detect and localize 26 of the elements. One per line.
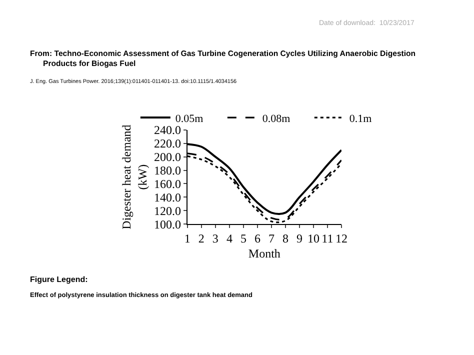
x-tick-label: 1 [184,231,190,246]
legend-label: 0.05m [175,112,204,125]
x-tick-label: 5 [240,231,246,246]
x-tick-label: 7 [268,231,274,246]
x-tick-label: 4 [226,231,232,246]
y-tick-label: 200.0 [154,150,182,164]
x-tick-label: 6 [254,231,260,246]
y-tick-label: 100.0 [154,217,182,232]
y-tick-label: 180.0 [154,163,182,178]
x-tick-label: 8 [282,231,288,246]
x-tick-label: 10 [307,231,320,246]
x-axis-title: Month [248,246,280,260]
y-tick-label: 160.0 [154,176,182,191]
text: Figure Legend: [30,275,88,284]
x-tick-label: 11 [322,231,334,246]
legend-label: 0.08m [262,112,291,125]
y-tick-label: 240.0 [154,123,182,138]
y-tick-label: 140.0 [154,190,182,204]
y-axis-title: Digester heat demand (kW) [120,124,150,230]
x-tick-label: 9 [296,231,302,246]
x-tick-label: 2 [198,231,204,246]
y-tick-label: 220.0 [154,136,182,151]
legend-label: 0.1m [349,112,372,125]
y-tick-label: 120.0 [154,204,182,218]
x-tick-label: 3 [212,231,218,246]
x-tick-label: 12 [335,231,348,246]
